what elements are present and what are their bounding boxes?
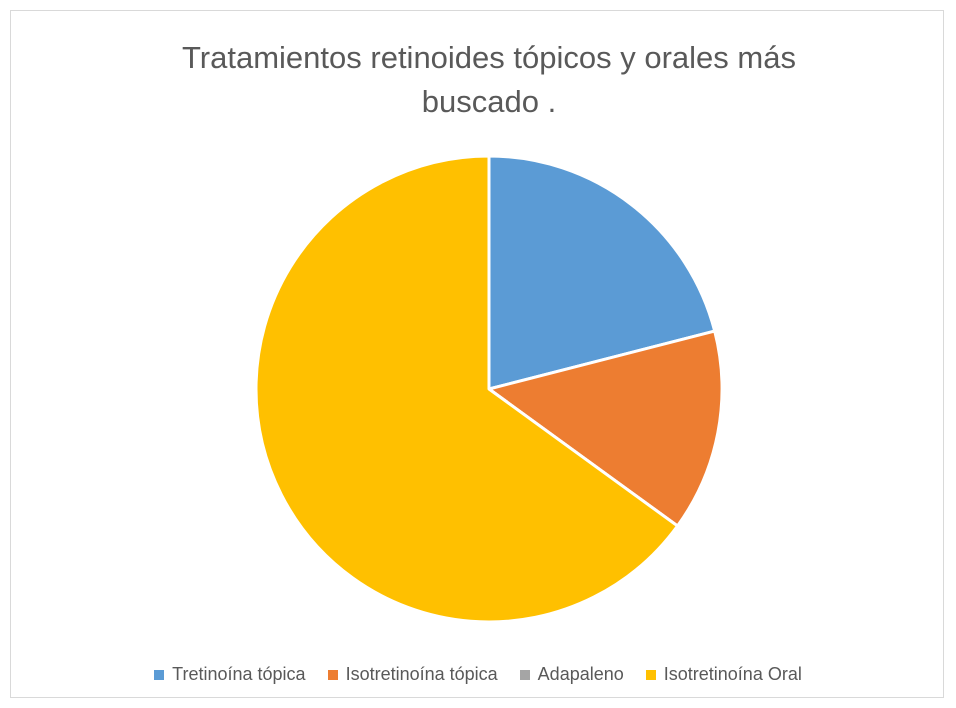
legend-label: Adapaleno (537, 664, 624, 684)
pie-slice (487, 154, 717, 391)
legend-item: Isotretinoína tópica (327, 664, 498, 685)
legend-item: Adapaleno (519, 664, 624, 685)
legend-swatch (327, 669, 338, 680)
legend: Tretinoína tópica Isotretinoína tópica Ada… (0, 664, 956, 685)
pie-slice (487, 329, 724, 528)
legend-label: Tretinoína tópica (172, 664, 306, 684)
legend-swatch (154, 669, 165, 680)
chart-title: Tratamientos retinoides tópicos y orales… (182, 40, 796, 119)
chart-frame (10, 10, 944, 698)
legend-swatch (645, 669, 656, 680)
legend-label: Isotretinoína Oral (663, 664, 802, 684)
legend-item: Isotretinoína Oral (645, 664, 802, 685)
legend-swatch (519, 669, 530, 680)
legend-label: Isotretinoína tópica (345, 664, 498, 684)
legend-item: Tretinoína tópica (154, 664, 306, 685)
pie-slice (254, 154, 680, 624)
